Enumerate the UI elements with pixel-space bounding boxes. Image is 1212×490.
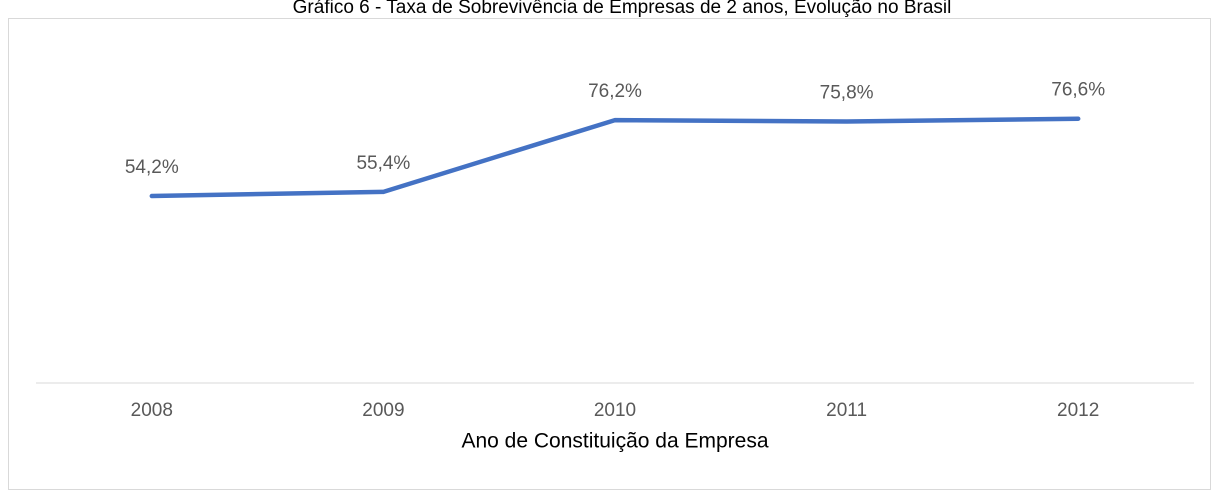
data-label: 55,4% bbox=[356, 153, 410, 174]
x-tick-label: 2008 bbox=[131, 400, 173, 421]
data-label: 76,6% bbox=[1051, 80, 1105, 101]
data-label: 54,2% bbox=[125, 157, 179, 178]
x-axis-label: Ano de Constituição da Empresa bbox=[461, 430, 768, 453]
data-label: 76,2% bbox=[588, 81, 642, 102]
x-tick-label: 2011 bbox=[826, 400, 867, 421]
x-tick-label: 2010 bbox=[594, 400, 636, 421]
x-tick-label: 2009 bbox=[362, 400, 404, 421]
chart-title: Gráfico 6 - Taxa de Sobrevivência de Emp… bbox=[293, 0, 952, 18]
x-tick-label: 2012 bbox=[1057, 400, 1099, 421]
data-line bbox=[149, 116, 1081, 199]
data-label: 75,8% bbox=[820, 83, 874, 104]
